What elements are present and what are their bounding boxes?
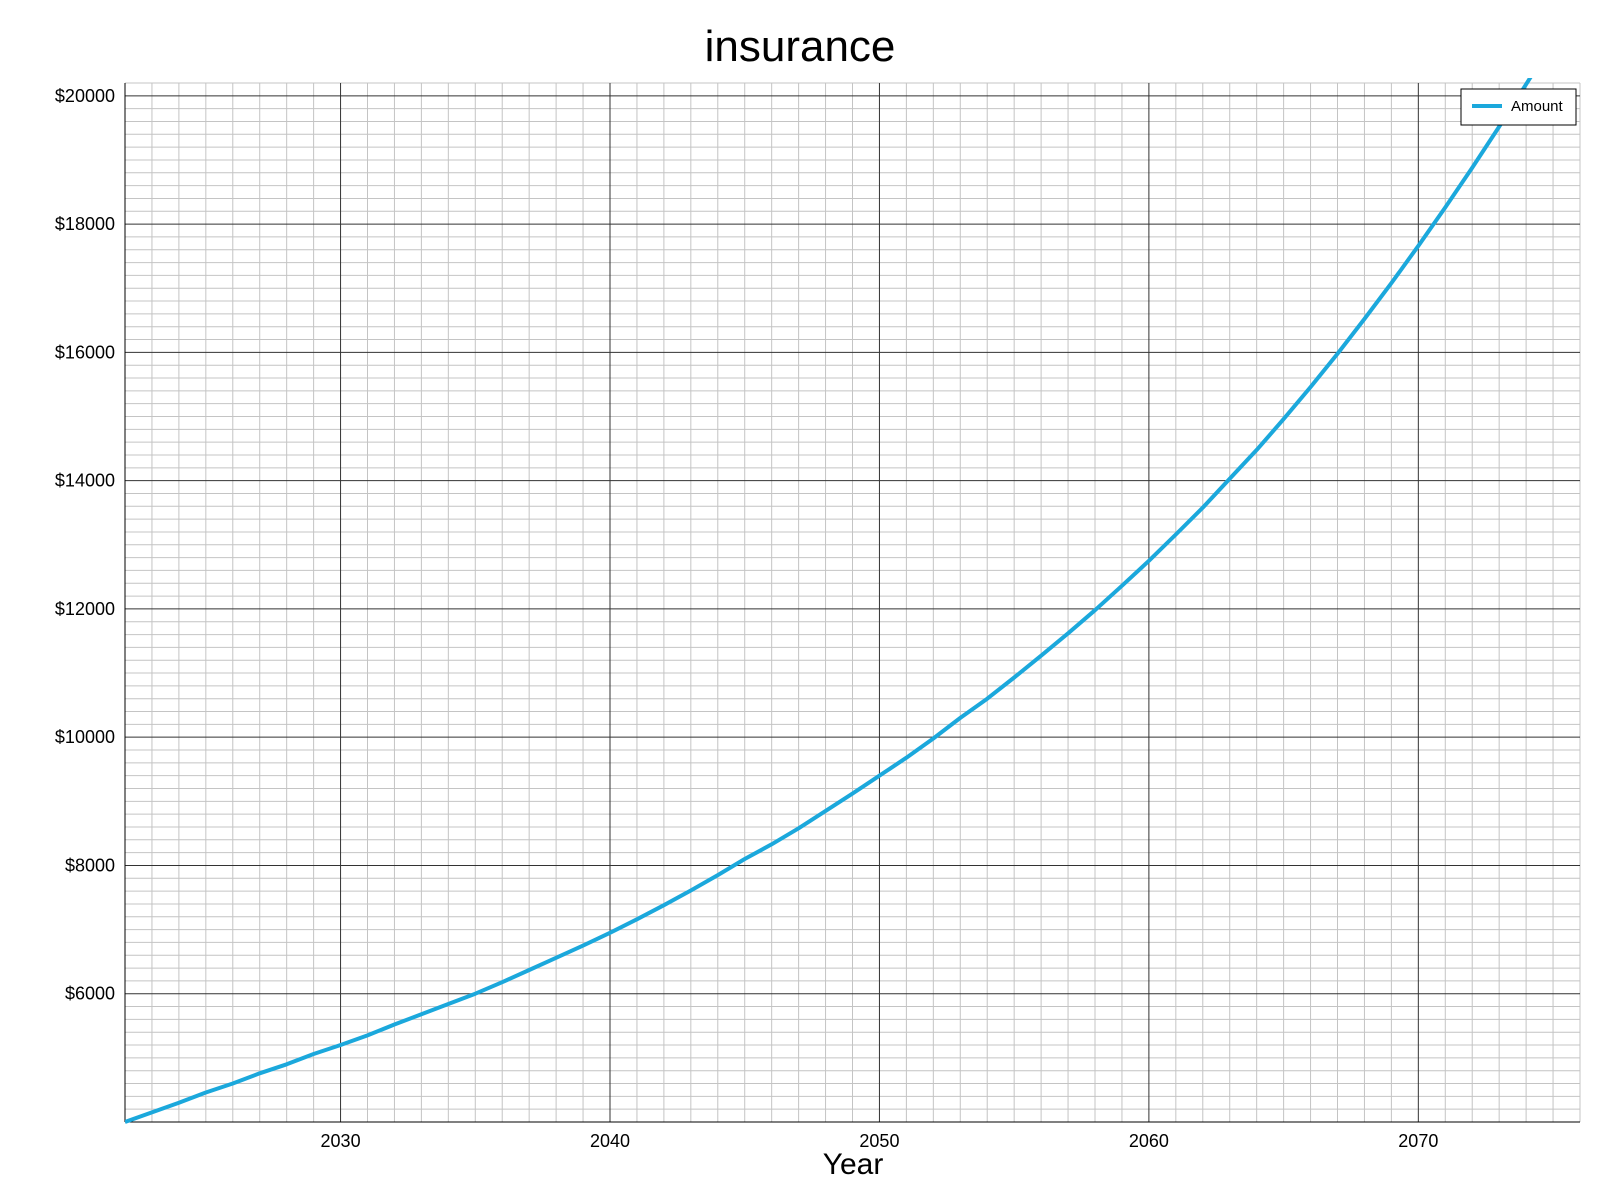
y-tick-label: $6000 bbox=[65, 984, 115, 1004]
y-tick-label: $8000 bbox=[65, 855, 115, 875]
x-axis-label: Year bbox=[823, 1148, 884, 1181]
minor-grid bbox=[125, 83, 1580, 1122]
x-tick-label: 2040 bbox=[590, 1131, 630, 1151]
y-tick-labels: $6000 $8000 $10000 $12000 $14000 $16000 $18000… bbox=[55, 86, 115, 1004]
y-tick-label: $20000 bbox=[55, 86, 115, 106]
y-tick-label: $12000 bbox=[55, 599, 115, 619]
y-tick-label: $10000 bbox=[55, 727, 115, 747]
y-tick-label: $18000 bbox=[55, 214, 115, 234]
legend: Amount bbox=[1461, 89, 1576, 125]
x-tick-label: 2060 bbox=[1129, 1131, 1169, 1151]
x-tick-label: 2030 bbox=[321, 1131, 361, 1151]
y-tick-label: $14000 bbox=[55, 471, 115, 491]
x-tick-label: 2070 bbox=[1398, 1131, 1438, 1151]
y-tick-label: $16000 bbox=[55, 342, 115, 362]
legend-label-amount: Amount bbox=[1511, 98, 1564, 115]
